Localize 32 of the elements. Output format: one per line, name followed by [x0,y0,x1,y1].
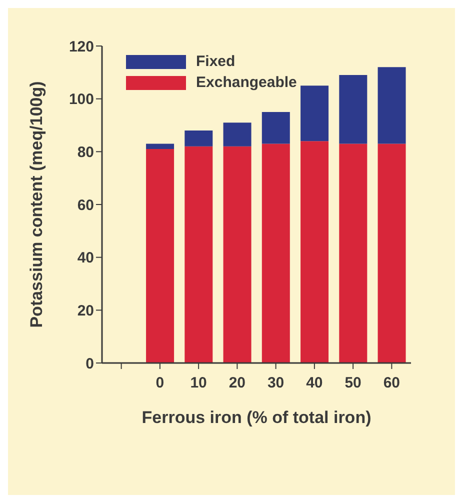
bar [300,141,329,363]
bar [146,144,174,150]
legend-label: Exchangeable [196,74,297,91]
bar [262,112,290,144]
x-tick-label: 40 [306,374,323,392]
y-tick-label: 100 [68,91,94,108]
bar [339,144,368,363]
bar [378,67,406,144]
legend-label: Fixed [196,53,236,70]
x-tick-label: 10 [190,374,207,392]
bar [223,146,252,363]
bar [378,144,406,363]
bar [300,86,329,142]
bar [223,122,252,146]
bar [262,144,290,363]
bar [339,75,368,144]
x-tick-label: 60 [383,374,400,392]
x-tick-label: 30 [267,374,284,392]
y-axis-title: Potassium content (meq/100g) [27,81,46,328]
y-tick-label: 80 [77,144,94,161]
y-tick-label: 40 [77,250,94,267]
x-tick-label: 0 [156,374,164,392]
x-tick-label: 50 [344,374,362,392]
y-tick-label: 20 [77,302,94,320]
y-tick-label: 60 [77,196,94,214]
bar [146,149,174,363]
y-tick-label: 120 [68,38,94,56]
bar [184,146,213,363]
bar [184,130,213,146]
y-tick-label: 0 [86,355,94,372]
x-axis-title: Ferrous iron (% of total iron) [142,408,372,427]
x-tick-label: 20 [228,374,246,392]
